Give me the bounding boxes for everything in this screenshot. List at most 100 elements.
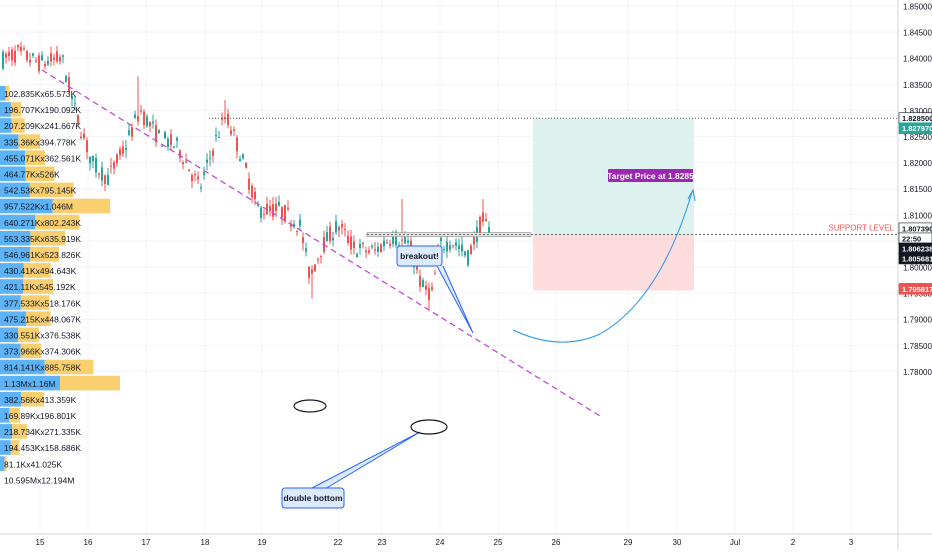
price-tag: 1.827970 bbox=[898, 122, 932, 135]
candle-body bbox=[473, 236, 475, 245]
volume-profile-row bbox=[0, 230, 66, 246]
candle-body bbox=[146, 116, 148, 126]
candle-body bbox=[272, 204, 274, 217]
y-tick-label: 1.845000 bbox=[903, 29, 932, 38]
x-tick-label: Jul bbox=[730, 538, 740, 547]
candle-body bbox=[455, 242, 457, 247]
candle-body bbox=[2, 51, 4, 69]
y-tick-label: 1.840000 bbox=[903, 55, 932, 64]
stop-loss-zone bbox=[533, 234, 694, 291]
volume-profile-label: 455.071Kx362.561K bbox=[4, 153, 81, 163]
volume-bar-down bbox=[30, 230, 66, 246]
candle-body bbox=[20, 46, 22, 51]
candle-body bbox=[233, 129, 235, 131]
volume-profile-row bbox=[0, 343, 42, 359]
grid-layer bbox=[0, 0, 898, 534]
candle-body bbox=[422, 280, 424, 287]
volume-bar-up bbox=[0, 198, 53, 214]
volume-profile-label: 169.89Kx196.801K bbox=[4, 411, 77, 421]
volume-bar-up bbox=[0, 150, 26, 165]
candle-body bbox=[11, 49, 13, 61]
candle-body bbox=[125, 147, 127, 151]
candle-body bbox=[278, 202, 280, 206]
candle-body bbox=[5, 54, 7, 58]
y-tick-label: 1.835000 bbox=[903, 81, 932, 90]
candle-body bbox=[281, 207, 283, 218]
breakout-callout: breakout! bbox=[396, 245, 474, 334]
price-tag: 22:50 bbox=[898, 232, 932, 245]
volume-bar-down bbox=[18, 327, 39, 343]
downtrend-line[interactable] bbox=[41, 69, 601, 417]
candle-body bbox=[26, 51, 28, 61]
candle-body bbox=[149, 121, 151, 127]
y-tick-label: 1.800000 bbox=[903, 264, 932, 273]
candle-body bbox=[239, 158, 241, 162]
candle-body bbox=[215, 134, 217, 136]
candle-body bbox=[338, 227, 340, 231]
candle-body bbox=[440, 237, 442, 242]
volume-profile-row bbox=[0, 214, 80, 230]
candle-body bbox=[50, 53, 52, 62]
x-tick-label: 15 bbox=[36, 538, 45, 547]
price-tag-label: 1.828500 bbox=[902, 114, 932, 123]
candle-body bbox=[194, 174, 196, 176]
volume-bar-up bbox=[0, 456, 5, 471]
candle-body bbox=[65, 75, 67, 82]
volume-profile-label: 475.215Kx448.067K bbox=[4, 314, 81, 324]
candle-body bbox=[155, 125, 157, 143]
candle-body bbox=[104, 175, 106, 184]
candle-body bbox=[365, 250, 367, 253]
volume-bar-up bbox=[0, 408, 10, 423]
volume-profile-row bbox=[0, 182, 74, 198]
candle-body bbox=[95, 157, 97, 173]
volume-bar-down bbox=[11, 118, 25, 133]
volume-bar-up bbox=[0, 279, 24, 294]
candle-body bbox=[197, 176, 199, 180]
candle-body bbox=[203, 172, 205, 175]
x-tick-label: 23 bbox=[378, 538, 387, 547]
candle-body bbox=[179, 150, 181, 158]
volume-bar-down bbox=[4, 456, 7, 471]
candle-body bbox=[407, 240, 409, 243]
price-tag-label: 1.807390 bbox=[902, 224, 932, 233]
y-tick-label: 1.850000 bbox=[903, 3, 932, 12]
candle-body bbox=[383, 240, 385, 247]
candle-body bbox=[251, 185, 253, 198]
volume-profile-row bbox=[0, 327, 39, 343]
target-price-box bbox=[608, 169, 693, 182]
candle-body bbox=[134, 114, 136, 118]
candle-body bbox=[128, 130, 130, 135]
candle-body bbox=[344, 229, 346, 231]
candle-body bbox=[80, 136, 82, 138]
x-tick-label: 26 bbox=[552, 538, 561, 547]
candle-body bbox=[116, 154, 118, 164]
candle-body bbox=[152, 121, 154, 124]
volume-bar-down bbox=[25, 166, 55, 182]
candle-body bbox=[122, 146, 124, 154]
volume-profile-label: 421.11Kx545.192K bbox=[4, 282, 76, 292]
volume-bar-down bbox=[26, 311, 51, 326]
candle-body bbox=[41, 55, 43, 60]
candle-body bbox=[137, 116, 139, 122]
price-tag-label: 1.806238 bbox=[902, 244, 932, 253]
support-level-label: SUPPORT LEVEL bbox=[828, 224, 894, 233]
target-price-label: Target Price at 1.8285 bbox=[607, 171, 694, 181]
candle-body bbox=[482, 212, 484, 222]
y-tick-label: 1.785000 bbox=[903, 342, 932, 351]
candle-body bbox=[188, 169, 190, 172]
price-tag-box bbox=[898, 283, 932, 295]
volume-profile-layer: 102.835Kx65.573K 196.707Kx190.092K 207.209… bbox=[0, 86, 120, 485]
candle-body bbox=[359, 243, 361, 248]
candle-body bbox=[53, 57, 55, 60]
price-tag-label: 1.795817 bbox=[902, 285, 932, 294]
candle-body bbox=[227, 114, 229, 126]
candle-body bbox=[377, 246, 379, 252]
y-tick-label: 1.810000 bbox=[903, 211, 932, 220]
candle-body bbox=[191, 175, 193, 181]
breakout-box bbox=[396, 245, 443, 267]
price-tag-box bbox=[898, 122, 932, 135]
candle-body bbox=[311, 269, 313, 274]
volume-profile-label: 330.551Kx376.538K bbox=[4, 331, 81, 341]
candle-body bbox=[86, 140, 88, 153]
